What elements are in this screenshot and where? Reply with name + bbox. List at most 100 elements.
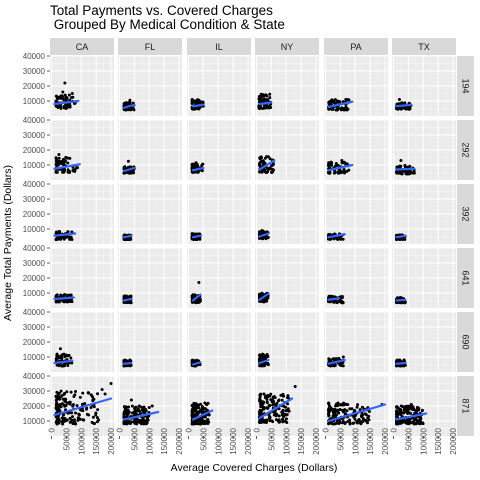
- data-point: [262, 392, 266, 396]
- x-tick-label: 150000: [229, 427, 238, 454]
- data-point: [70, 415, 74, 419]
- row-strip-label-641: 641: [461, 270, 471, 285]
- data-point: [68, 104, 72, 108]
- trend-line: [122, 166, 136, 173]
- data-point: [195, 98, 199, 102]
- panel-pa-194: [324, 55, 388, 116]
- data-point: [72, 418, 76, 422]
- data-point: [405, 165, 409, 169]
- data-point: [195, 412, 199, 416]
- data-point: [327, 414, 331, 418]
- data-point: [190, 403, 194, 407]
- data-point: [336, 237, 340, 241]
- data-point: [353, 417, 357, 421]
- data-point: [71, 403, 75, 407]
- data-point: [70, 300, 74, 304]
- data-point: [262, 97, 266, 101]
- data-point: [330, 161, 334, 165]
- facet-panels: CA FL IL NY PA TX 194 292 392 641 690 871 10000 20000…: [23, 38, 474, 455]
- panel-fl-690: [118, 311, 182, 372]
- data-point: [264, 356, 268, 360]
- data-point: [81, 418, 85, 422]
- data-point: [395, 415, 399, 419]
- data-point: [260, 95, 264, 99]
- panel-ca-292: [50, 119, 114, 180]
- data-point: [338, 407, 342, 411]
- row-strip-label-392: 392: [461, 206, 471, 221]
- column-strip-fl: [118, 38, 182, 55]
- data-point: [344, 402, 348, 406]
- y-tick-label: 10000: [23, 353, 46, 362]
- data-point: [367, 410, 371, 414]
- data-point: [338, 237, 342, 241]
- data-point: [141, 416, 145, 420]
- data-point: [258, 230, 262, 234]
- data-point: [341, 100, 345, 104]
- data-point: [55, 390, 59, 394]
- x-tick-label: 150000: [297, 427, 306, 454]
- data-point: [59, 161, 63, 165]
- data-point: [57, 356, 61, 360]
- data-point: [329, 359, 333, 363]
- panel-fl-292: [118, 119, 182, 180]
- x-tick-label: 50000: [130, 427, 139, 450]
- data-point: [128, 363, 132, 367]
- data-point: [395, 358, 399, 362]
- chart-title-line-2: Grouped By Medical Condition & State: [50, 17, 285, 32]
- data-point: [131, 171, 135, 175]
- x-tick-label: 200000: [381, 427, 390, 454]
- data-point: [258, 393, 262, 397]
- data-point: [73, 393, 77, 397]
- data-point: [96, 392, 100, 396]
- data-point: [420, 409, 424, 413]
- data-point: [61, 422, 65, 426]
- x-tick-label: 200000: [175, 427, 184, 454]
- data-point: [143, 419, 147, 423]
- trend-line: [53, 359, 74, 365]
- panel-pa-871: [324, 375, 388, 436]
- data-point: [279, 393, 283, 397]
- data-point: [259, 402, 263, 406]
- data-point: [65, 235, 69, 239]
- data-point: [58, 403, 62, 407]
- data-point: [200, 417, 204, 421]
- panel-ca-392: [50, 183, 114, 244]
- data-point: [194, 163, 198, 167]
- panel-pa-392: [324, 183, 388, 244]
- y-tick-label: 40000: [23, 372, 46, 381]
- data-point: [62, 157, 66, 161]
- data-point: [401, 405, 405, 409]
- data-point: [203, 401, 207, 405]
- data-point: [327, 401, 331, 405]
- y-tick-label: 20000: [23, 82, 46, 91]
- x-tick-label: 200000: [244, 427, 253, 454]
- data-point: [341, 419, 345, 423]
- column-strip-label-pa: PA: [350, 42, 361, 52]
- data-point: [75, 404, 79, 408]
- trend-line: [53, 163, 81, 170]
- data-point: [405, 407, 409, 411]
- data-point: [410, 171, 414, 175]
- data-point: [61, 170, 65, 174]
- x-tick-label: 200000: [449, 427, 458, 454]
- data-point: [205, 418, 209, 422]
- data-point: [74, 411, 78, 415]
- data-point: [55, 300, 59, 304]
- data-point: [259, 353, 263, 357]
- data-point: [122, 296, 126, 300]
- x-tick-label: 0: [115, 427, 124, 432]
- data-point: [192, 402, 196, 406]
- trend-line: [53, 397, 113, 417]
- data-point: [132, 420, 136, 424]
- data-point: [56, 161, 60, 165]
- panel-fl-871: [118, 375, 182, 436]
- data-point: [406, 412, 410, 416]
- panel-tx-641: [392, 247, 456, 308]
- data-point: [415, 405, 419, 409]
- data-point: [60, 364, 64, 368]
- data-point: [56, 96, 60, 100]
- panel-ny-194: [255, 55, 319, 116]
- data-point: [54, 398, 58, 402]
- trend-line: [191, 409, 214, 421]
- panel-fl-392: [118, 183, 182, 244]
